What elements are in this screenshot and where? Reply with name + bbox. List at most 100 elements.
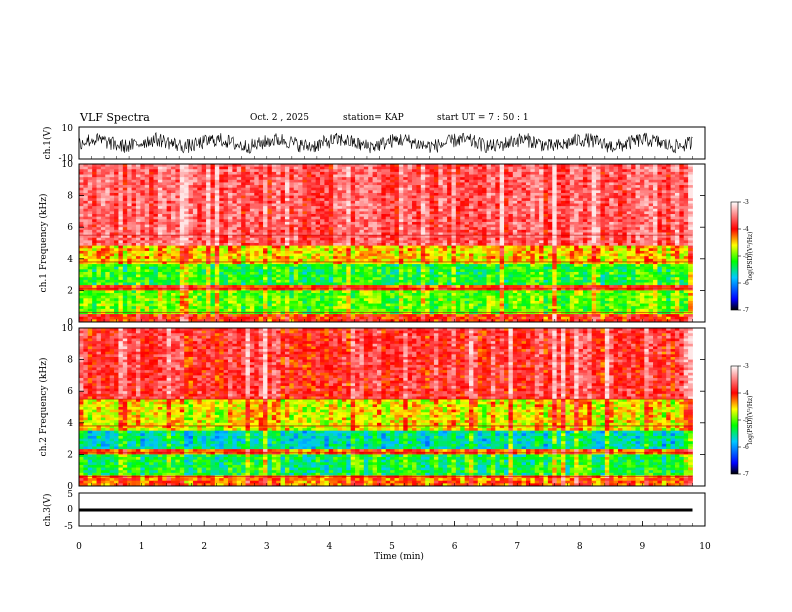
spectrogram-cell [539,179,544,183]
spectrogram-cell [171,200,176,204]
spectrogram-cell [109,187,115,191]
spectrogram-cell [306,200,312,204]
spectrogram-cell [254,232,260,236]
spectrogram-cell [447,195,452,199]
spectrogram-cell [499,237,505,241]
spectrogram-cell [666,182,671,186]
spectrogram-cell [197,219,203,223]
spectrogram-cell [320,219,325,223]
spectrogram-cell [635,187,641,191]
spectrogram-cell [412,192,417,196]
spectrogram-cell [114,248,119,252]
spectrogram-cell [455,227,461,231]
spectrogram-cell [648,253,654,257]
spectrogram-cell [232,182,238,186]
spectrogram-cell [267,237,273,241]
spectrogram-cell [328,185,334,189]
spectrogram-cell [179,187,185,191]
spectrogram-cell [254,214,260,218]
spectrogram-cell [105,224,111,228]
spectrogram-cell [442,185,448,189]
spectrogram-cell [284,182,290,186]
spectrogram-cell [87,164,93,168]
spectrogram-cell [464,206,470,210]
spectrogram-cell [613,229,619,233]
spectrogram-cell [416,253,422,257]
spectrogram-cell [127,245,132,249]
spectrogram-cell [328,235,334,239]
spectrogram-cell [376,216,382,220]
spectrogram-cell [635,253,641,257]
spectrogram-cell [631,250,636,254]
spectrogram-cell [280,171,286,175]
spectrogram-cell [534,198,540,202]
spectrogram-cell [254,190,260,194]
spectrogram-cell [214,166,220,170]
spectrogram-cell [328,195,334,199]
spectrogram-cell [315,195,321,199]
spectrogram-cell [254,227,260,231]
spectrogram-cell [429,248,435,252]
spectrogram-cell [433,235,439,239]
spectrogram-cell [670,164,676,168]
spectrogram-cell [201,166,207,170]
spectrogram-cell [683,198,689,202]
spectrogram-cell [302,200,308,204]
spectrogram-cell [254,235,260,239]
spectrogram-cell [425,229,430,233]
spectrogram-cell [464,243,470,247]
spectrogram-cell [92,248,97,252]
spectrogram-cell [254,245,260,249]
spectrogram-cell [105,174,111,178]
spectrogram-cell [447,227,452,231]
spectrogram-cell [96,245,102,249]
spectrogram-cell [403,240,409,244]
spectrogram-cell [372,216,378,220]
spectrogram-cell [582,237,588,241]
spectrogram-cell [486,164,492,168]
spectrogram-cell [315,169,321,173]
spectrogram-cell [582,177,588,181]
spectrogram-cell [280,182,286,186]
spectrogram-cell [153,221,159,225]
spectrogram-cell [293,195,299,199]
spectrogram-cell [105,166,111,170]
spectrogram-cell [521,229,527,233]
spectrogram-cell [359,190,365,194]
spectrogram-cell [241,214,246,218]
spectrogram-cell [433,203,439,207]
spectrogram-cell [359,177,365,181]
spectrogram-cell [149,253,154,257]
spectrogram-cell [236,166,242,170]
spectrogram-cell [429,243,435,247]
spectrogram-cell [543,250,549,254]
spectrogram-cell [473,237,479,241]
spectrogram-cell [355,216,360,220]
spectrogram-cell [517,208,522,212]
spectrogram-cell [140,250,146,254]
spectrogram-cell [241,192,246,196]
spectrogram-cell [534,187,540,191]
spectrogram-cell [131,200,137,204]
spectrogram-cell [390,182,395,186]
spectrogram-cell [525,221,531,225]
spectrogram-cell [206,182,211,186]
spectrogram-cell [622,211,628,215]
spectrogram-cell [114,250,119,254]
spectrogram-cell [320,195,325,199]
spectrogram-cell [359,166,365,170]
spectrogram-cell [223,200,229,204]
spectrogram-cell [328,208,334,212]
spectrogram-cell [679,171,685,175]
spectrogram-cell [280,243,286,247]
spectrogram-cell [210,169,216,173]
spectrogram-cell [648,208,654,212]
spectrogram-cell [114,253,119,257]
spectrogram-cell [324,164,330,168]
spectrogram-cell [289,224,295,228]
spectrogram-cell [591,203,597,207]
spectrogram-cell [464,227,470,231]
spectrogram-cell [574,253,579,257]
spectrogram-cell [144,227,150,231]
spectrogram-cell [626,253,632,257]
